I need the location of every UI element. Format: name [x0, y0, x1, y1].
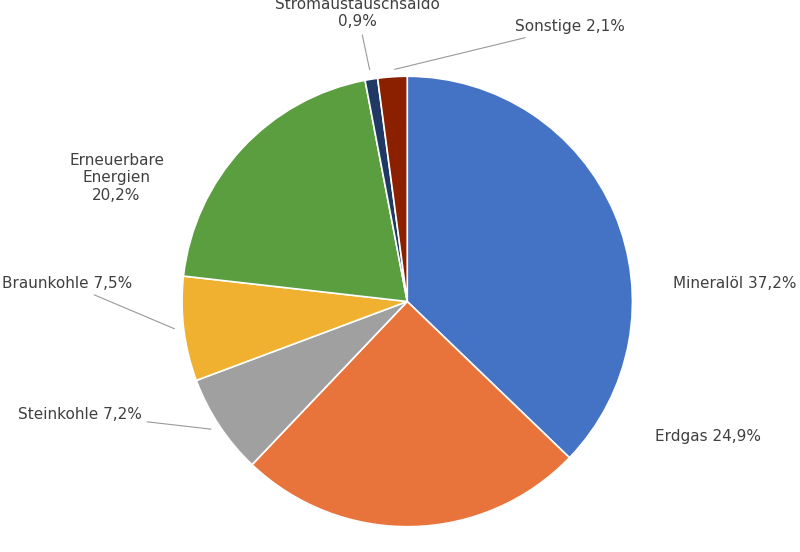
- Wedge shape: [196, 301, 407, 465]
- Wedge shape: [182, 276, 407, 380]
- Wedge shape: [365, 78, 407, 301]
- Text: Mineralöl 37,2%: Mineralöl 37,2%: [673, 276, 797, 291]
- Text: Stromaustauschsaldo
0,9%: Stromaustauschsaldo 0,9%: [275, 0, 440, 70]
- Text: Erdgas 24,9%: Erdgas 24,9%: [655, 429, 761, 444]
- Wedge shape: [378, 76, 407, 301]
- Text: Sonstige 2,1%: Sonstige 2,1%: [394, 19, 626, 70]
- Text: Erneuerbare
Energien
20,2%: Erneuerbare Energien 20,2%: [69, 153, 164, 203]
- Text: Steinkohle 7,2%: Steinkohle 7,2%: [18, 407, 211, 429]
- Wedge shape: [183, 80, 407, 301]
- Wedge shape: [252, 301, 570, 527]
- Wedge shape: [407, 76, 633, 458]
- Text: Braunkohle 7,5%: Braunkohle 7,5%: [2, 276, 174, 329]
